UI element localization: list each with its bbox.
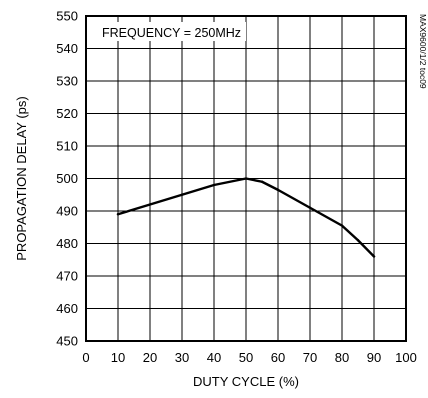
data-point	[308, 206, 312, 209]
figure-id-label: MAX9600/1/2 toc09	[418, 14, 428, 89]
data-point	[372, 255, 376, 258]
frequency-annotation: FREQUENCY = 250MHz	[102, 26, 241, 40]
x-tick-label: 40	[207, 350, 221, 365]
data-point	[276, 188, 280, 192]
y-tick-label: 450	[56, 334, 78, 349]
x-tick-label: 70	[303, 350, 317, 365]
data-point	[180, 193, 184, 196]
data-point	[356, 239, 360, 242]
data-point	[116, 213, 120, 216]
x-tick-label: 90	[367, 350, 381, 365]
plot-area-border	[85, 15, 407, 342]
y-tick-labels: 450 460 470 480 490 500 510 520 530 540 550	[56, 9, 78, 349]
annotation-background	[98, 22, 246, 41]
y-tick-label: 520	[56, 106, 78, 121]
x-tick-labels: 0 10 20 30 40 50 60 70 80 90 100	[82, 350, 416, 365]
x-tick-label: 80	[335, 350, 349, 365]
x-tick-label: 60	[271, 350, 285, 365]
data-point	[212, 183, 216, 187]
data-point	[148, 203, 152, 206]
y-tick-label: 530	[56, 74, 78, 89]
x-tick-label: 0	[82, 350, 89, 365]
y-tick-label: 460	[56, 301, 78, 316]
y-tick-label: 470	[56, 269, 78, 284]
data-point	[340, 224, 344, 227]
x-tick-label: 30	[175, 350, 189, 365]
y-axis-label: PROPAGATION DELAY (ps)	[14, 96, 29, 260]
y-tick-label: 540	[56, 41, 78, 56]
x-tick-label: 100	[395, 350, 417, 365]
y-tick-label: 500	[56, 171, 78, 186]
data-points	[116, 177, 376, 258]
y-tick-label: 550	[56, 9, 78, 24]
x-tick-label: 20	[143, 350, 157, 365]
x-tick-label: 10	[111, 350, 125, 365]
y-tick-label: 480	[56, 236, 78, 251]
data-point	[244, 177, 248, 180]
x-tick-label: 50	[239, 350, 253, 365]
x-axis-label: DUTY CYCLE (%)	[193, 374, 299, 389]
y-tick-label: 490	[56, 204, 78, 219]
y-tick-label: 510	[56, 139, 78, 154]
data-point	[260, 180, 264, 183]
